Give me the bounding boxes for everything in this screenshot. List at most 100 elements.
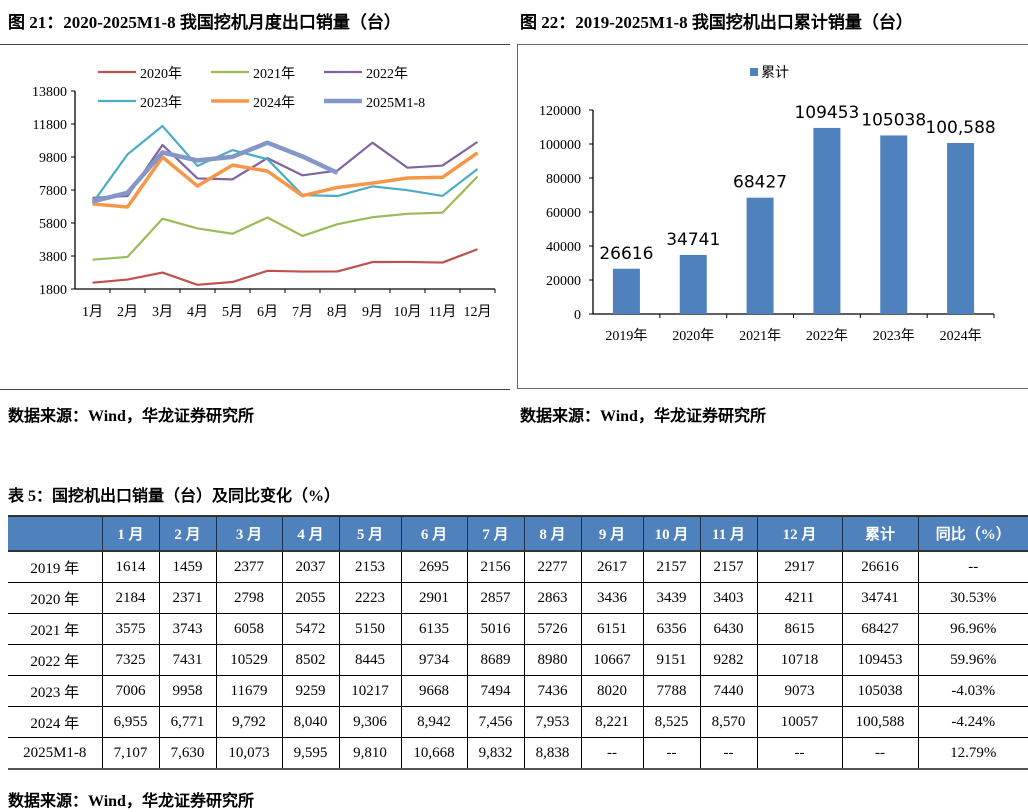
table-cell: -- [918,551,1028,583]
table-cell: 2157 [700,551,758,583]
bar-data-label: 34741 [666,230,720,250]
x-tick-label: 6月 [257,304,278,320]
x-tick-label: 2024年 [940,328,982,344]
table-row: 2022 年 7325 7431 10529 8502 8445 9734 8689 8980 1… [8,644,1028,676]
column-header: 4 月 [282,515,340,552]
table-cell: 10529 [216,644,283,676]
y-tick-label: 120000 [539,104,581,119]
figure-21-title: 图 21：2020-2025M1-8 我国挖机月度出口销量（台） [8,13,401,32]
table-cell: 7,107 [102,737,160,770]
table-cell: 2184 [102,582,160,614]
column-header: 8 月 [524,515,582,552]
x-tick-label: 2020年 [672,328,714,344]
table-5-source: 数据来源：Wind，华龙证券研究所 [8,793,254,810]
bar-data-label: 100,588 [925,118,995,138]
table-cell: 6,771 [159,706,217,738]
column-header: 12 月 [757,515,843,552]
y-tick-label: 20000 [546,274,581,289]
table-cell: 5726 [524,613,582,645]
x-tick-label: 3月 [152,304,173,320]
table-cell: 9668 [401,675,468,707]
table-cell: 8689 [467,644,525,676]
table-cell: 10718 [757,644,843,676]
table-cell: 2377 [216,551,283,583]
table-cell: 30.53% [918,582,1028,614]
table-row: 2021 年 3575 3743 6058 5472 5150 6135 5016 5726 61… [8,613,1028,645]
series-line-2023年 [91,124,479,204]
table-cell: 10,668 [401,737,468,770]
table-cell: 3743 [159,613,217,645]
y-tick-label: 0 [574,308,581,323]
table-cell: 9,832 [467,737,525,770]
y-tick-label: 13800 [32,85,67,100]
column-header [8,515,103,552]
table-cell: 4211 [757,582,843,614]
table-cell: 8020 [581,675,644,707]
table-cell: 9073 [757,675,843,707]
series-line-2025M1-8 [91,140,339,204]
x-tick-label: 10月 [394,304,422,320]
y-tick-label: 5800 [39,217,67,232]
x-tick-label: 1月 [82,304,103,320]
table-cell: 59.96% [918,644,1028,676]
table-cell: -- [581,737,644,770]
table-row: 2020 年 2184 2371 2798 2055 2223 2901 2857 2863 34… [8,582,1028,614]
table-cell: 9151 [643,644,701,676]
figure-21-frame: 1800 3800 5800 7800 9800 11800 13800 1月 2月 3月 4月 5月… [0,44,510,390]
figure-22-source: 数据来源：Wind，华龙证券研究所 [520,408,766,425]
x-tick-label: 2月 [117,304,138,320]
table-cell: 2037 [282,551,340,583]
column-header: 累计 [842,515,919,552]
table-cell: 8,221 [581,706,644,738]
figure-22-frame: 0 20000 40000 60000 80000 100000 120000 2019年 26… [517,44,1028,389]
column-header: 10 月 [643,515,701,552]
table-cell: 6058 [216,613,283,645]
table-cell: 7,953 [524,706,582,738]
table-cell: 6135 [401,613,468,645]
table-cell: 8,942 [401,706,468,738]
y-tick-label: 100000 [539,138,581,153]
legend-swatch [750,68,758,76]
bar-data-label: 105038 [861,110,926,130]
table-row: 2023 年 7006 9958 11679 9259 10217 9668 7494 7436… [8,675,1028,707]
y-tick-label: 40000 [546,240,581,255]
table-cell: 3403 [700,582,758,614]
table-cell: 1614 [102,551,160,583]
row-label: 2020 年 [8,582,103,614]
table-cell: 109453 [842,644,919,676]
table-cell: 3436 [581,582,644,614]
column-header: 6 月 [401,515,468,552]
series-line-2024年 [92,151,479,209]
table-cell: 12.79% [918,737,1028,770]
table-cell: 6356 [643,613,701,645]
table-cell: 11679 [216,675,283,707]
series-line-2020年 [92,248,478,286]
table-cell: 2695 [401,551,468,583]
table-cell: 7494 [467,675,525,707]
bar-2021年 [746,197,774,314]
y-tick-label: 3800 [39,250,67,265]
legend-label: 2024年 [253,95,295,111]
table-cell: 9282 [700,644,758,676]
table-cell: 8,525 [643,706,701,738]
legend-label: 2025M1-8 [366,96,425,111]
column-header: 9 月 [581,515,644,552]
x-tick-label: 8月 [327,304,348,320]
table-cell: 2156 [467,551,525,583]
table-cell: 6151 [581,613,644,645]
table-cell: 7,456 [467,706,525,738]
column-header: 5 月 [339,515,402,552]
table-cell: 8615 [757,613,843,645]
table-cell: 2371 [159,582,217,614]
table-cell: 2157 [643,551,701,583]
bar-2023年 [880,135,908,314]
table-cell: 10667 [581,644,644,676]
x-tick-label: 9月 [362,304,383,320]
row-label: 2023 年 [8,675,103,707]
table-cell: 8,570 [700,706,758,738]
series-line-2021年 [92,175,479,261]
legend-label: 累计 [761,65,789,81]
x-tick-label: 12月 [464,304,492,320]
table-cell: 9734 [401,644,468,676]
table-cell: -4.24% [918,706,1028,738]
